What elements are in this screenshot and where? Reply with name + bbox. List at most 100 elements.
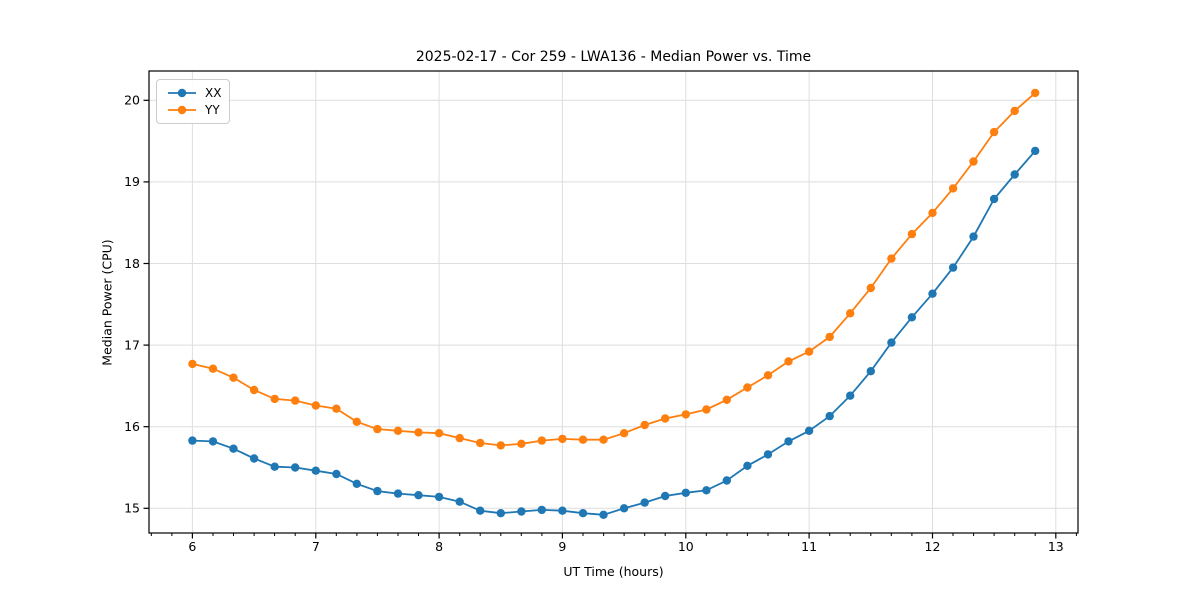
- data-point-yy: [311, 401, 320, 410]
- data-point-yy: [249, 385, 259, 395]
- data-point-yy: [1010, 106, 1019, 116]
- x-tick-label: 10: [678, 539, 694, 554]
- data-point-xx: [640, 498, 649, 507]
- data-point-xx: [907, 313, 917, 322]
- data-point-yy: [208, 364, 218, 373]
- data-point-yy: [537, 436, 546, 445]
- data-point-yy: [599, 435, 608, 444]
- data-point-yy: [332, 404, 341, 413]
- data-point-yy: [578, 435, 588, 444]
- plot-border: [148, 70, 1079, 534]
- data-point-xx: [352, 479, 361, 488]
- data-point-yy: [558, 434, 567, 444]
- x-tick-label: 11: [801, 539, 817, 554]
- data-point-xx: [928, 289, 937, 298]
- x-tick-label: 7: [312, 539, 320, 554]
- data-point-xx: [866, 367, 875, 376]
- data-point-xx: [969, 232, 978, 241]
- data-point-yy: [681, 410, 690, 419]
- x-tick-label: 8: [435, 539, 443, 554]
- data-point-xx: [619, 504, 629, 513]
- data-point-yy: [393, 426, 403, 435]
- data-point-xx: [496, 509, 505, 518]
- data-point-xx: [846, 391, 855, 400]
- data-point-xx: [599, 510, 608, 519]
- data-point-yy: [619, 429, 629, 438]
- data-point-yy: [188, 359, 197, 369]
- data-point-yy: [661, 414, 670, 423]
- data-point-yy: [907, 229, 917, 239]
- data-point-xx: [270, 462, 279, 471]
- data-point-xx: [558, 506, 567, 515]
- x-axis-label: UT Time (hours): [563, 564, 664, 579]
- y-tick-label: 17: [124, 337, 140, 352]
- data-point-yy: [496, 441, 505, 450]
- data-point-yy: [804, 347, 814, 356]
- data-point-xx: [804, 426, 814, 435]
- data-point-xx: [229, 444, 238, 453]
- data-point-yy: [722, 395, 731, 404]
- chart-title: 2025-02-17 - Cor 259 - LWA136 - Median P…: [415, 49, 812, 65]
- data-point-yy: [1031, 88, 1040, 98]
- data-point-yy: [414, 428, 423, 437]
- data-point-yy: [517, 439, 526, 448]
- data-point-yy: [866, 283, 875, 293]
- data-point-xx: [393, 489, 403, 498]
- data-point-yy: [743, 383, 752, 392]
- data-point-yy: [969, 157, 978, 166]
- legend: XX YY: [156, 79, 230, 124]
- data-point-yy: [763, 371, 773, 380]
- data-point-xx: [702, 486, 711, 495]
- legend-item-yy: YY: [157, 104, 229, 116]
- data-point-yy: [476, 438, 485, 448]
- data-point-yy: [291, 396, 300, 405]
- data-point-xx: [208, 437, 218, 446]
- x-tick-label: 12: [925, 539, 941, 554]
- data-point-xx: [188, 436, 197, 445]
- data-point-yy: [434, 429, 444, 438]
- data-point-xx: [825, 411, 834, 421]
- data-point-yy: [373, 424, 382, 434]
- data-point-xx: [763, 450, 773, 459]
- y-tick-label: 15: [124, 501, 140, 516]
- data-point-xx: [537, 505, 546, 515]
- data-point-yy: [928, 208, 937, 218]
- y-axis-label: Median Power (CPU): [99, 239, 115, 366]
- data-point-yy: [784, 357, 793, 366]
- data-point-yy: [702, 405, 711, 414]
- data-point-yy: [270, 394, 279, 404]
- data-point-yy: [989, 127, 999, 137]
- data-point-xx: [434, 492, 444, 502]
- x-tick-label: 9: [558, 539, 566, 554]
- data-point-xx: [414, 491, 423, 500]
- legend-dot-yy: [177, 106, 187, 115]
- data-point-yy: [455, 433, 464, 443]
- data-point-yy: [229, 373, 238, 382]
- data-point-xx: [332, 469, 341, 479]
- data-point-xx: [249, 454, 259, 463]
- data-point-xx: [373, 486, 382, 496]
- data-point-xx: [989, 194, 999, 204]
- legend-label-yy: YY: [205, 103, 220, 118]
- data-point-yy: [352, 417, 361, 426]
- legend-label-xx: XX: [205, 85, 222, 100]
- data-point-yy: [825, 332, 834, 342]
- data-point-xx: [661, 491, 670, 501]
- x-tick-label: 6: [188, 539, 196, 554]
- y-tick-label: 19: [124, 174, 140, 189]
- y-tick-label: 20: [124, 93, 140, 108]
- y-tick-label: 16: [124, 419, 140, 434]
- data-point-xx: [743, 461, 752, 470]
- data-point-xx: [887, 338, 896, 347]
- data-point-xx: [722, 476, 731, 485]
- data-point-xx: [681, 488, 690, 497]
- data-point-yy: [887, 254, 896, 263]
- data-point-xx: [784, 437, 793, 446]
- data-point-xx: [1010, 170, 1019, 179]
- data-point-xx: [476, 506, 485, 515]
- y-tick-label: 18: [124, 256, 140, 271]
- data-point-xx: [455, 497, 464, 506]
- data-point-xx: [291, 463, 300, 472]
- data-point-xx: [578, 509, 588, 518]
